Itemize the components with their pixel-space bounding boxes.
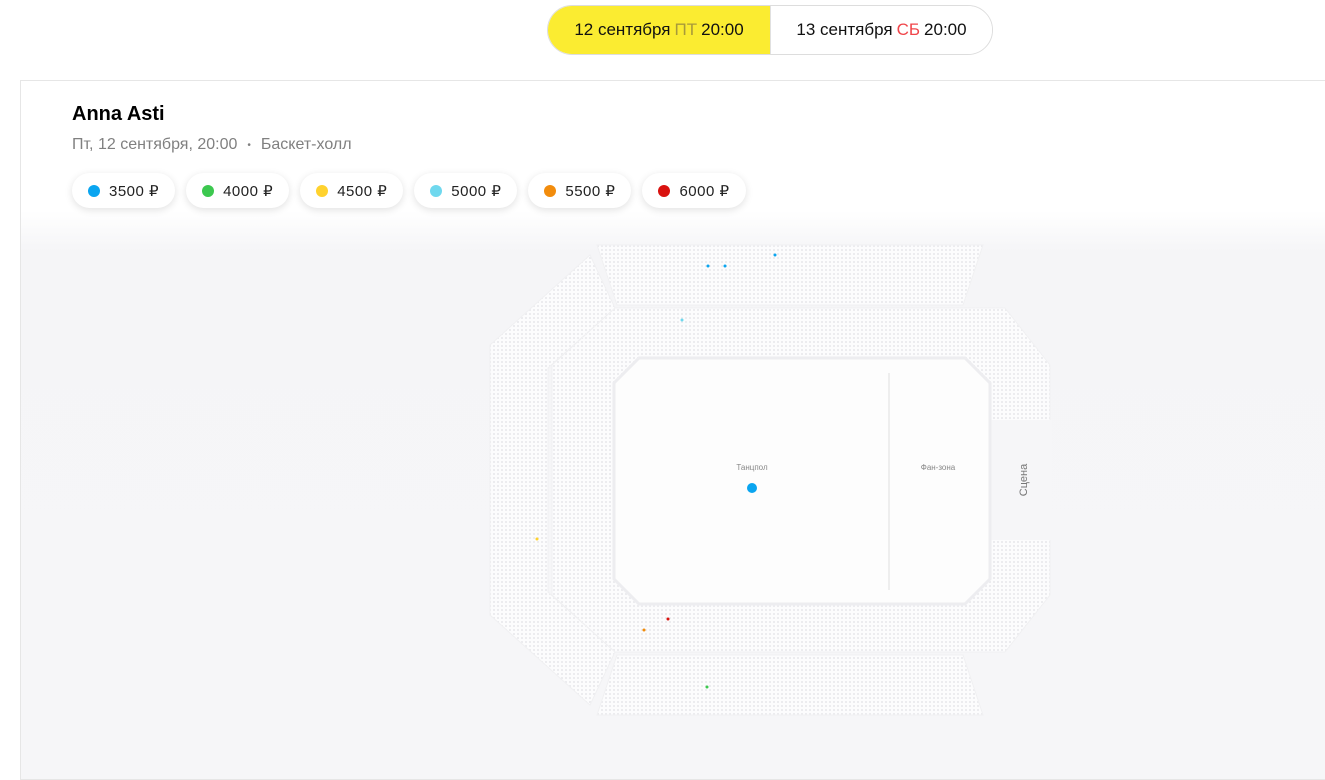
available-seat[interactable] [666, 617, 670, 621]
price-label: 5500 ₽ [565, 182, 616, 200]
sector-top-outer[interactable] [596, 244, 984, 306]
price-label: 4000 ₽ [223, 182, 274, 200]
sector-bottom-outer[interactable] [596, 654, 984, 716]
price-filter-5[interactable]: 6000 ₽ [642, 173, 746, 208]
price-color-dot [202, 184, 215, 197]
available-seat[interactable] [642, 628, 646, 632]
event-title: Anna Asti [72, 103, 165, 125]
available-seat[interactable] [773, 253, 777, 257]
price-color-dot [430, 184, 443, 197]
price-filter-4[interactable]: 5500 ₽ [528, 173, 632, 208]
available-seat[interactable] [706, 264, 710, 268]
available-seat[interactable] [535, 537, 539, 541]
separator: • [247, 139, 251, 151]
dance-floor-label: Танцпол [736, 463, 768, 472]
date-weekday: СБ [896, 20, 921, 39]
sector-left-outer[interactable] [489, 254, 616, 706]
date-tab-13-sep[interactable]: 13 сентября СБ 20:00 [770, 6, 992, 54]
date-day: 13 сентября [796, 20, 893, 39]
date-tab-12-sep[interactable]: 12 сентября ПТ 20:00 [548, 6, 770, 54]
price-label: 6000 ₽ [679, 182, 730, 200]
dance-floor[interactable] [612, 356, 992, 606]
price-label: 5000 ₽ [451, 182, 502, 200]
date-weekday: ПТ [674, 20, 698, 39]
price-legend: 3500 ₽ 4000 ₽ 4500 ₽ 5000 ₽ 5500 ₽ 6000 ₽ [72, 173, 746, 208]
fan-zone-label: Фан-зона [921, 463, 956, 472]
date-time: 20:00 [924, 20, 967, 39]
date-time: 20:00 [701, 20, 744, 39]
available-seat[interactable] [723, 264, 727, 268]
available-seat[interactable] [705, 685, 709, 689]
price-color-dot [316, 184, 329, 197]
price-filter-0[interactable]: 3500 ₽ [72, 173, 176, 208]
price-color-dot [544, 184, 557, 197]
stage-area [990, 420, 1052, 540]
date-switcher: 12 сентября ПТ 20:00 13 сентября СБ 20:0… [547, 5, 993, 55]
event-subtitle: Пт, 12 сентября, 20:00 • Баскет-холл [72, 136, 352, 154]
seating-map[interactable]: Танцпол Фан-зона Сцена [480, 240, 1060, 720]
dance-floor-price-dot[interactable] [747, 483, 757, 493]
event-date: Пт, 12 сентября, 20:00 [72, 136, 238, 153]
event-venue: Баскет-холл [260, 136, 352, 153]
price-color-dot [658, 184, 671, 197]
price-label: 4500 ₽ [337, 182, 388, 200]
stage-label: Сцена [1018, 463, 1030, 496]
price-filter-3[interactable]: 5000 ₽ [414, 173, 518, 208]
price-filter-2[interactable]: 4500 ₽ [300, 173, 404, 208]
price-filter-1[interactable]: 4000 ₽ [186, 173, 290, 208]
available-seat[interactable] [680, 318, 684, 322]
date-day: 12 сентября [574, 20, 671, 39]
price-label: 3500 ₽ [109, 182, 160, 200]
price-color-dot [88, 184, 100, 197]
